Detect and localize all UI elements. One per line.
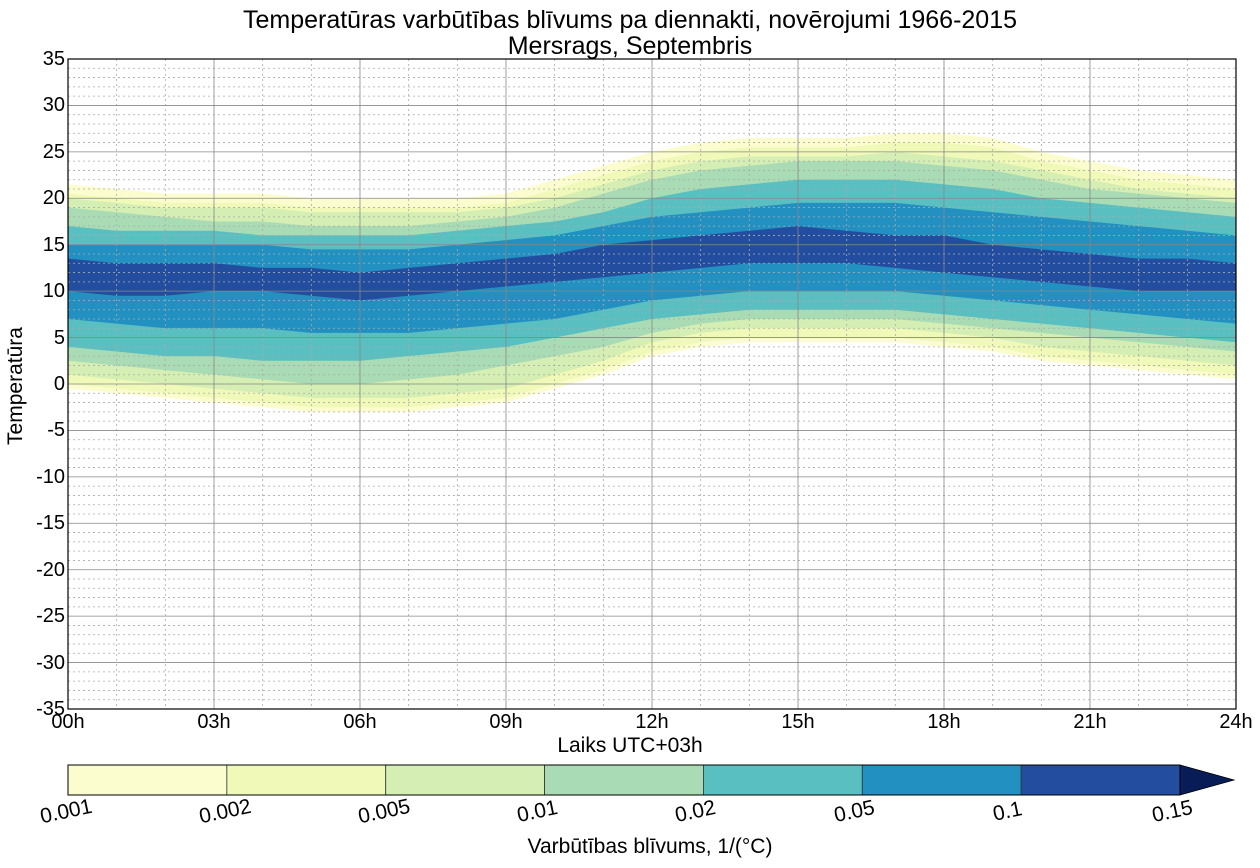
y-tick-label: -15 — [36, 512, 65, 535]
y-tick-label: 35 — [42, 48, 65, 70]
y-tick-label: 5 — [53, 326, 65, 349]
y-axis-label: Temperatūra — [4, 327, 27, 445]
colorbar-segment — [703, 764, 863, 796]
colorbar-segment — [861, 764, 1022, 796]
x-tick-label: 09h — [489, 711, 523, 733]
x-tick-label: 24h — [1219, 711, 1253, 733]
y-tick-label: -10 — [36, 465, 65, 488]
colorbar-frame — [67, 764, 1181, 796]
colorbar-extend-arrow — [1179, 764, 1236, 796]
y-tick-label: -25 — [36, 605, 65, 628]
x-tick-label: 06h — [343, 711, 377, 733]
x-tick-label: 03h — [197, 711, 231, 733]
plot-frame — [67, 58, 1237, 710]
colorbar-segment — [226, 764, 387, 796]
chart-subtitle: Mersrags, Septembris — [507, 32, 753, 60]
y-tick-label: 30 — [42, 94, 65, 117]
colorbar-segment — [385, 764, 545, 796]
y-tick-label: 0 — [53, 373, 65, 395]
x-tick-label: 21h — [1073, 711, 1107, 733]
colorbar-segment — [544, 764, 704, 796]
y-tick-label: -30 — [36, 651, 65, 674]
y-tick-label: -35 — [36, 698, 65, 720]
x-tick-label: 00h — [51, 711, 85, 733]
y-tick-label: -5 — [47, 419, 65, 442]
colorbar-segment — [67, 764, 228, 796]
x-tick-label: 15h — [781, 711, 815, 733]
x-tick-label: 12h — [635, 711, 669, 733]
y-tick-label: 10 — [42, 280, 65, 303]
colorbar-label: Varbūtības blīvums, 1/(°C) — [527, 835, 773, 858]
y-tick-label: 25 — [42, 140, 65, 163]
colorbar-segment — [1020, 764, 1181, 796]
y-tick-label: 15 — [42, 233, 65, 256]
y-tick-label: -20 — [36, 558, 65, 581]
chart-title: Temperatūras varbūtības blīvums pa dienn… — [242, 6, 1018, 34]
x-axis-label: Laiks UTC+03h — [557, 734, 703, 757]
x-tick-label: 18h — [927, 711, 961, 733]
y-tick-label: 20 — [42, 187, 65, 210]
